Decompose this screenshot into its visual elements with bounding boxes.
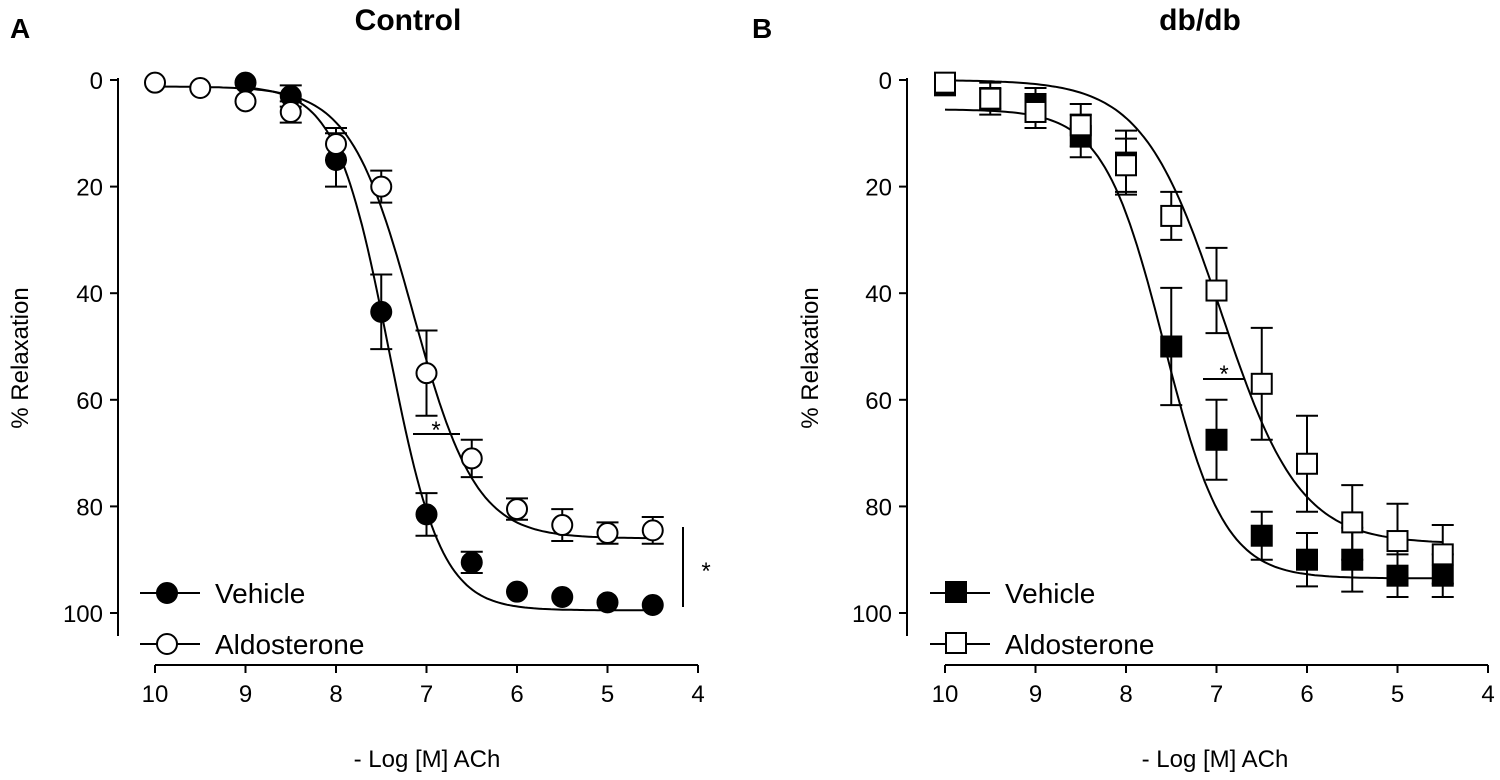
point-aldosterone: [460, 447, 483, 470]
x-tick-label: 4: [1481, 681, 1494, 708]
point-aldosterone: [596, 522, 619, 545]
panel-a-sig-star-max: *: [701, 558, 710, 585]
point-aldosterone: [934, 71, 956, 94]
x-tick-label: 5: [1391, 681, 1404, 708]
panel-a-legend: Vehicle Aldosterone: [140, 578, 364, 660]
point-vehicle: [1160, 335, 1183, 358]
point-vehicle: [1205, 428, 1228, 451]
point-vehicle: [460, 551, 483, 574]
legend-marker-aldosterone-open-circle: [156, 633, 178, 655]
x-tick-label: 9: [239, 681, 252, 708]
y-tick-label: 100: [852, 601, 892, 628]
point-aldosterone: [370, 175, 393, 198]
y-tick-label: 0: [90, 68, 103, 95]
x-tick-label: 4: [691, 681, 704, 708]
panel-a-sig-star-mid: *: [431, 417, 440, 444]
point-aldosterone: [1115, 154, 1137, 177]
x-tick-label: 10: [932, 681, 959, 708]
panel-a-title: Control: [355, 4, 462, 37]
panel-b-x-ticks: 10 9 8 7 6 5 4: [932, 665, 1495, 708]
x-tick-label: 10: [142, 681, 169, 708]
panel-b-letter: B: [752, 13, 772, 44]
panel-a-legend-aldosterone: Aldosterone: [215, 629, 364, 660]
point-aldosterone: [506, 498, 528, 521]
y-tick-label: 0: [879, 68, 892, 95]
panel-a: A Control % Relaxation - Log [M] ACh 0 20…: [7, 4, 711, 773]
point-vehicle: [641, 594, 664, 617]
point-aldosterone: [144, 71, 166, 94]
y-tick-label: 20: [865, 175, 892, 202]
panel-b-legend-vehicle: Vehicle: [1005, 578, 1095, 609]
panel-b-legend: Vehicle Aldosterone: [930, 578, 1154, 660]
point-vehicle: [370, 300, 393, 323]
panel-b-title: db/db: [1159, 4, 1241, 37]
y-tick-label: 40: [76, 281, 103, 308]
point-aldosterone: [551, 514, 574, 537]
panel-a-y-axis-title: % Relaxation: [7, 287, 34, 428]
fit-curve-aldosterone: [155, 85, 653, 540]
panel-a-y-ticks: 0 20 40 60 80 100: [63, 68, 118, 628]
x-tick-label: 7: [420, 681, 433, 708]
point-aldosterone: [189, 76, 212, 99]
y-tick-label: 60: [76, 388, 103, 415]
x-tick-label: 6: [510, 681, 523, 708]
point-aldosterone: [1431, 543, 1454, 566]
point-aldosterone: [1024, 100, 1047, 123]
point-vehicle: [1250, 524, 1273, 547]
panel-b-sig-star-mid: *: [1219, 361, 1228, 388]
point-aldosterone: [641, 519, 664, 542]
point-aldosterone: [1205, 279, 1228, 302]
x-tick-label: 8: [329, 681, 342, 708]
point-aldosterone: [279, 100, 302, 123]
point-vehicle: [506, 580, 528, 603]
panel-a-x-axis-title: - Log [M] ACh: [354, 746, 501, 773]
panel-b-legend-aldosterone: Aldosterone: [1005, 629, 1154, 660]
fit-curve-aldosterone: [944, 79, 1443, 544]
legend-marker-vehicle-filled-square: [945, 581, 967, 603]
y-tick-label: 80: [865, 494, 892, 521]
panel-b-y-axis-title: % Relaxation: [797, 287, 824, 428]
panel-b: B db/db % Relaxation - Log [M] ACh 02040…: [752, 4, 1495, 773]
y-tick-label: 100: [63, 601, 103, 628]
point-aldosterone: [1069, 114, 1092, 137]
x-tick-label: 8: [1119, 681, 1132, 708]
panel-a-x-ticks: 10 9 8 7 6 5 4: [142, 665, 705, 708]
x-tick-label: 9: [1029, 681, 1042, 708]
point-vehicle: [415, 503, 438, 526]
point-aldosterone: [1250, 372, 1273, 395]
point-aldosterone: [1386, 530, 1409, 553]
point-aldosterone: [1160, 204, 1183, 227]
x-tick-label: 7: [1210, 681, 1223, 708]
point-vehicle: [551, 586, 574, 609]
point-aldosterone: [1296, 452, 1318, 475]
point-vehicle: [596, 591, 619, 614]
y-tick-label: 20: [76, 175, 103, 202]
panel-b-plot-area: [934, 71, 1454, 599]
panel-b-x-axis-title: - Log [M] ACh: [1142, 746, 1289, 773]
legend-marker-vehicle-filled-circle: [156, 582, 178, 604]
panel-a-plot-area: [144, 71, 664, 617]
point-aldosterone: [325, 132, 347, 155]
panel-a-legend-vehicle: Vehicle: [215, 578, 305, 609]
y-tick-label: 40: [865, 281, 892, 308]
point-vehicle: [1296, 548, 1318, 571]
y-tick-label: 60: [865, 388, 892, 415]
x-tick-label: 6: [1300, 681, 1313, 708]
panel-b-y-ticks: 0 20 40 60 80 100: [852, 68, 907, 628]
fit-curve-vehicle: [245, 86, 653, 612]
x-tick-label: 5: [601, 681, 614, 708]
panel-a-letter: A: [10, 13, 30, 44]
point-aldosterone: [1341, 511, 1364, 534]
legend-marker-aldosterone-open-square: [945, 632, 967, 654]
point-aldosterone: [234, 90, 257, 113]
fit-curve-vehicle: [944, 108, 1443, 580]
point-aldosterone: [415, 362, 438, 385]
point-aldosterone: [979, 87, 1002, 110]
y-tick-label: 80: [76, 494, 103, 521]
